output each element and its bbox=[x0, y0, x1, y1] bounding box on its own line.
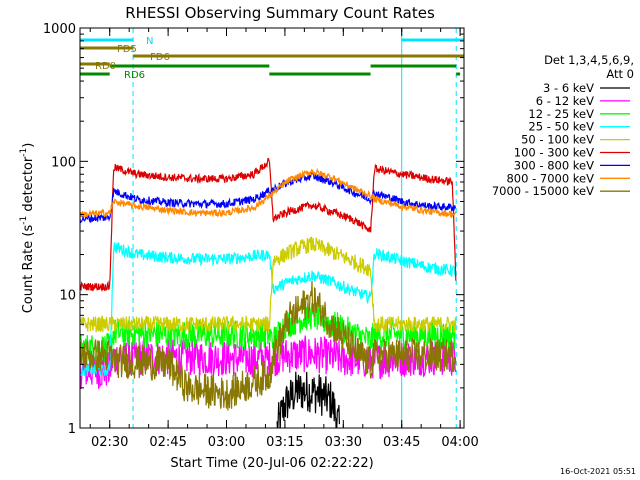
flag-label-rd6: RD6 bbox=[124, 70, 145, 81]
legend-entry-label: 7000 - 15000 keV bbox=[492, 184, 594, 198]
x-tick-label: 02:45 bbox=[149, 435, 186, 450]
series-line bbox=[80, 242, 457, 377]
series-line bbox=[276, 371, 340, 428]
legend-entry-label: 6 - 12 keV bbox=[536, 94, 594, 108]
y-tick-label: 1000 bbox=[43, 22, 76, 37]
y-tick-label: 10 bbox=[59, 289, 76, 304]
y-tick-label: 1 bbox=[68, 422, 76, 437]
x-axis: 02:30 02:45 03:00 03:15 03:30 03:45 04:00 bbox=[89, 28, 479, 450]
legend-entry-label: 3 - 6 keV bbox=[543, 81, 594, 95]
y-axis-label-superscript: -1 bbox=[19, 216, 29, 225]
legend-entry-label: 100 - 300 keV bbox=[514, 146, 594, 160]
series-line bbox=[80, 167, 457, 219]
legend-header-line2: Att 0 bbox=[606, 67, 634, 81]
series-line bbox=[80, 157, 457, 293]
series-line bbox=[80, 236, 457, 334]
y-tick-label: 100 bbox=[51, 155, 76, 170]
x-tick-label: 03:00 bbox=[208, 435, 245, 450]
y-axis-label-superscript: -1 bbox=[19, 148, 29, 157]
legend-entry-label: 300 - 800 keV bbox=[514, 158, 594, 172]
flag-label-fd5: FD5 bbox=[117, 44, 137, 55]
plot-area: N FD5 FD6 RD0 RD6 bbox=[79, 28, 464, 428]
y-axis-label: Count Rate (s-1 detector-1) bbox=[19, 143, 36, 314]
footer-date: 16-Oct-2021 05:51 bbox=[560, 467, 636, 476]
legend-entry-label: 12 - 25 keV bbox=[528, 107, 594, 121]
legend-entry-label: 800 - 7000 keV bbox=[506, 171, 594, 185]
series-line bbox=[80, 171, 457, 224]
legend-entry-label: 50 - 100 keV bbox=[521, 133, 594, 147]
x-tick-label: 03:30 bbox=[325, 435, 362, 450]
x-tick-label: 04:00 bbox=[441, 435, 478, 450]
x-axis-label: Start Time (20-Jul-06 02:22:22) bbox=[170, 456, 373, 471]
flag-label-n: N bbox=[146, 36, 153, 47]
flag-label-fd6: FD6 bbox=[150, 52, 170, 63]
plot-frame bbox=[79, 27, 465, 429]
x-tick-label: 02:30 bbox=[91, 435, 128, 450]
y-axis: 1 10 100 1000 bbox=[43, 22, 464, 437]
x-tick-label: 03:15 bbox=[266, 435, 303, 450]
chart-title: RHESSI Observing Summary Count Rates bbox=[125, 4, 435, 22]
flag-label-rd0: RD0 bbox=[95, 61, 116, 72]
series-line bbox=[80, 280, 457, 411]
legend-entry-label: 25 - 50 keV bbox=[528, 120, 594, 134]
x-tick-label: 03:45 bbox=[383, 435, 420, 450]
legend-header-line1: Det 1,3,4,5,6,9, bbox=[544, 53, 634, 67]
